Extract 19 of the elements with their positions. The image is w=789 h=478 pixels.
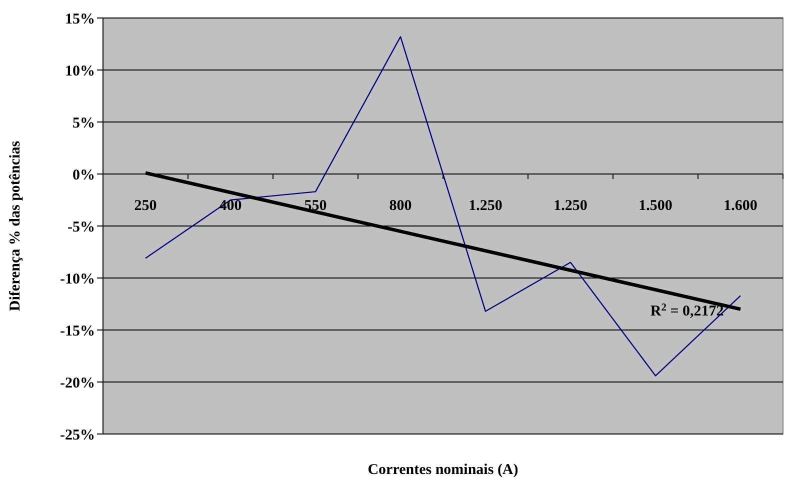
y-tick-label: -20% [60,375,95,392]
y-tick-label: -15% [60,323,95,340]
y-axis-title: Diferença % das potências [7,140,24,312]
annotation: R$^{2}$ = 0,2172 [650,302,724,320]
x-axis-title: Correntes nominais (A) [368,462,518,478]
x-tick-label: 250 [134,198,157,214]
y-tick-label: -10% [60,271,95,288]
x-tick-label: 400 [219,198,242,214]
y-tick-label: 5% [72,115,95,132]
y-tick-label: 15% [65,11,95,28]
x-tick-label: 800 [389,198,412,214]
y-tick-label: -25% [60,427,95,444]
x-tick-label: 1.250 [468,198,502,214]
y-tick-label: 10% [65,63,95,80]
x-tick-label: 1.500 [638,198,672,214]
y-tick-label: -5% [68,219,95,236]
x-tick-label: 1.600 [724,198,758,214]
y-tick-label: 0% [72,167,95,184]
x-tick-label: 1.250 [554,198,588,214]
